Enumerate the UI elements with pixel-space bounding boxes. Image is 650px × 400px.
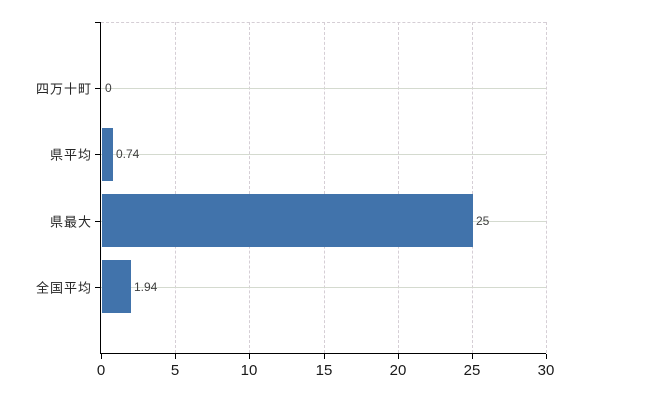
x-axis-tick xyxy=(101,354,102,359)
horizontal-gridline xyxy=(101,88,546,89)
x-axis-tick xyxy=(398,354,399,359)
y-axis-top-tick xyxy=(95,22,100,23)
y-axis-tick xyxy=(95,287,100,288)
x-tick-label-2: 10 xyxy=(240,362,258,379)
category-label-3: 全国平均 xyxy=(35,280,92,296)
vertical-gridline xyxy=(472,22,473,353)
vertical-gridline xyxy=(249,22,250,353)
category-label-2: 県最大 xyxy=(49,214,92,230)
x-tick-label-3: 15 xyxy=(315,362,333,379)
x-axis-tick xyxy=(324,354,325,359)
bar-1 xyxy=(102,128,113,181)
vertical-gridline xyxy=(175,22,176,353)
x-axis-tick xyxy=(546,354,547,359)
x-tick-label-5: 25 xyxy=(463,362,481,379)
x-axis-line xyxy=(100,353,546,354)
value-label-1: 0.74 xyxy=(116,147,140,161)
horizontal-gridline xyxy=(101,287,546,288)
vertical-gridline xyxy=(398,22,399,353)
value-label-3: 1.94 xyxy=(134,280,158,294)
y-axis-tick xyxy=(95,88,100,89)
y-axis-tick xyxy=(95,221,100,222)
x-tick-label-4: 20 xyxy=(389,362,407,379)
category-label-0: 四万十町 xyxy=(35,81,92,97)
x-axis-tick xyxy=(249,354,250,359)
plot-top-border xyxy=(101,22,546,23)
value-label-2: 25 xyxy=(476,214,490,228)
y-axis-line xyxy=(100,22,101,353)
x-tick-label-1: 5 xyxy=(170,362,180,379)
bar-2 xyxy=(102,194,473,247)
vertical-gridline xyxy=(546,22,547,353)
value-label-0: 0 xyxy=(105,81,112,95)
x-axis-tick xyxy=(175,354,176,359)
x-tick-label-6: 30 xyxy=(537,362,555,379)
category-label-1: 県平均 xyxy=(49,147,92,163)
x-tick-label-0: 0 xyxy=(96,362,106,379)
horizontal-gridline xyxy=(101,154,546,155)
x-axis-tick xyxy=(472,354,473,359)
bar-3 xyxy=(102,260,131,313)
vertical-gridline xyxy=(324,22,325,353)
y-axis-tick xyxy=(95,154,100,155)
